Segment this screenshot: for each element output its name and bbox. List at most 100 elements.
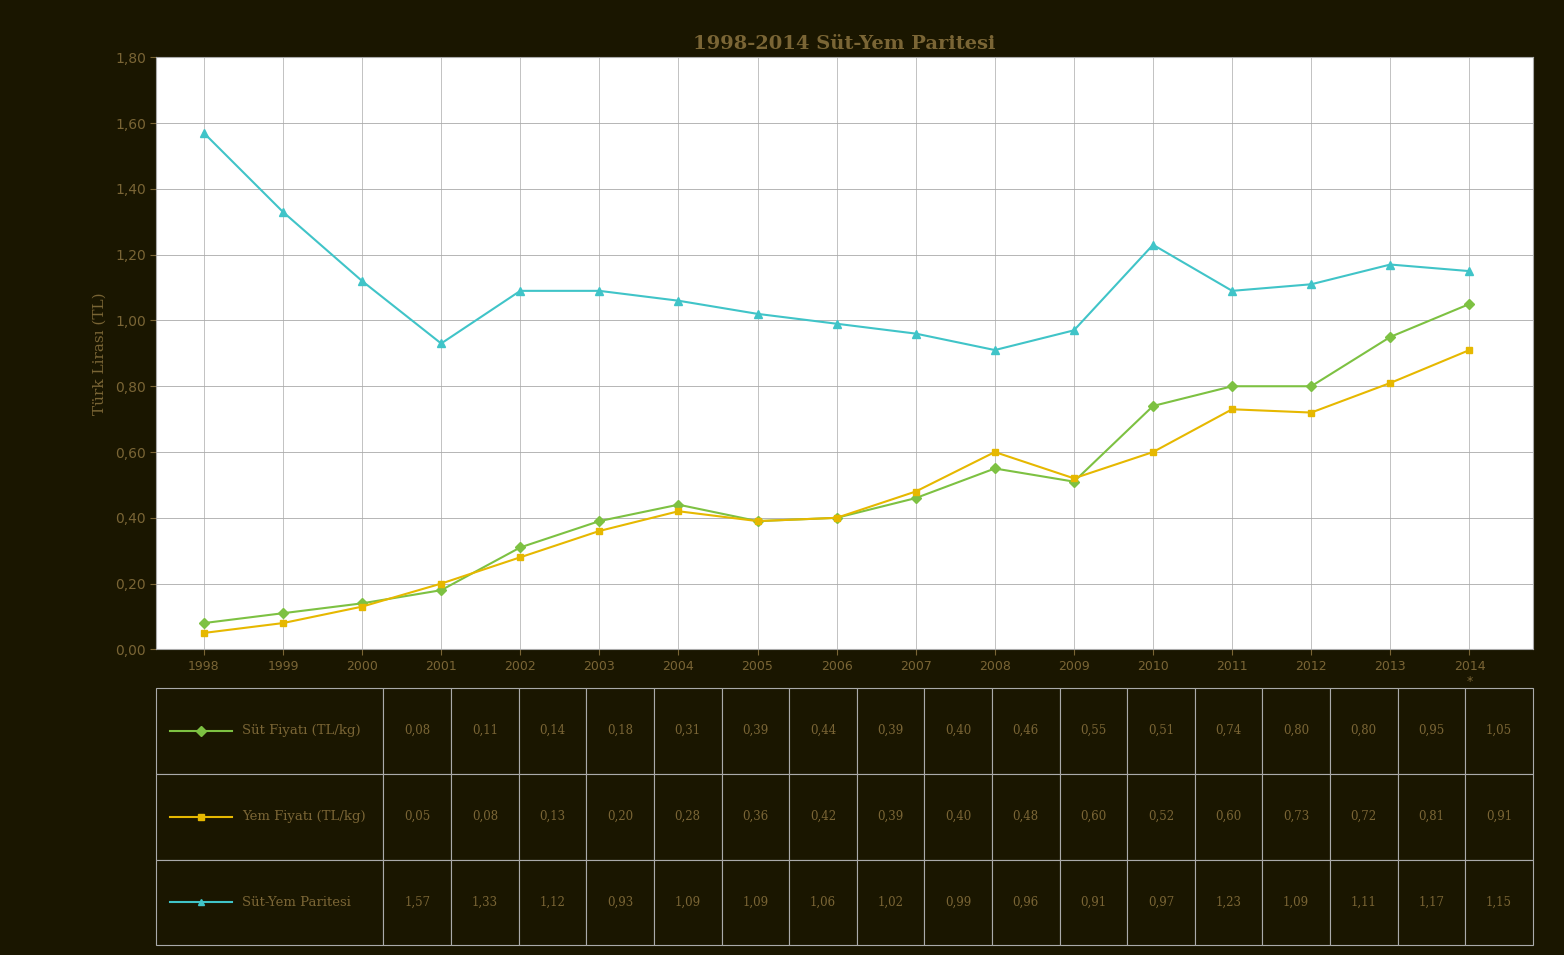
Bar — [924, 774, 992, 860]
Bar — [790, 774, 857, 860]
Text: 0,46: 0,46 — [1012, 724, 1038, 737]
Bar — [857, 774, 924, 860]
Bar — [924, 688, 992, 774]
Bar — [1128, 688, 1195, 774]
Bar — [790, 860, 857, 945]
Text: 0,05: 0,05 — [404, 810, 430, 823]
Bar — [857, 860, 924, 945]
Text: 0,91: 0,91 — [1486, 810, 1512, 823]
Text: 0,91: 0,91 — [1081, 896, 1106, 909]
Bar — [1059, 688, 1128, 774]
Bar — [383, 860, 450, 945]
Text: 1,17: 1,17 — [1419, 896, 1444, 909]
Text: Süt Fiyatı (TL/kg): Süt Fiyatı (TL/kg) — [242, 724, 360, 737]
Text: 1,09: 1,09 — [1282, 896, 1309, 909]
Bar — [519, 774, 586, 860]
Bar — [519, 860, 586, 945]
Bar — [790, 688, 857, 774]
Text: 1,06: 1,06 — [810, 896, 837, 909]
Text: 1,09: 1,09 — [743, 896, 768, 909]
Text: 0,74: 0,74 — [1215, 724, 1242, 737]
Bar — [1128, 774, 1195, 860]
Bar — [1059, 860, 1128, 945]
Bar — [1329, 860, 1398, 945]
Text: 1,33: 1,33 — [472, 896, 497, 909]
Text: 0,44: 0,44 — [810, 724, 837, 737]
Text: 0,60: 0,60 — [1081, 810, 1106, 823]
Text: Yem Fiyatı (TL/kg): Yem Fiyatı (TL/kg) — [242, 810, 366, 823]
Bar — [1195, 688, 1262, 774]
Text: 0,93: 0,93 — [607, 896, 633, 909]
Bar — [1195, 774, 1262, 860]
Text: 0,96: 0,96 — [1012, 896, 1038, 909]
Bar — [1465, 688, 1533, 774]
Text: 0,42: 0,42 — [810, 810, 837, 823]
Text: 0,18: 0,18 — [607, 724, 633, 737]
Text: 0,40: 0,40 — [945, 724, 971, 737]
Text: 0,55: 0,55 — [1081, 724, 1106, 737]
Text: 0,48: 0,48 — [1012, 810, 1038, 823]
Bar — [1329, 688, 1398, 774]
Text: 0,28: 0,28 — [674, 810, 701, 823]
Bar — [1329, 774, 1398, 860]
Text: 1,12: 1,12 — [540, 896, 566, 909]
Bar — [1465, 774, 1533, 860]
Bar — [992, 774, 1059, 860]
Bar — [1262, 860, 1329, 945]
Bar — [383, 688, 450, 774]
Bar — [924, 860, 992, 945]
Y-axis label: Türk Lirası (TL): Türk Lirası (TL) — [92, 292, 106, 414]
Text: 0,51: 0,51 — [1148, 724, 1175, 737]
Bar — [383, 774, 450, 860]
Bar — [1398, 860, 1465, 945]
Text: Süt-Yem Paritesi: Süt-Yem Paritesi — [242, 896, 350, 909]
Text: 1,23: 1,23 — [1215, 896, 1242, 909]
Text: 0,97: 0,97 — [1148, 896, 1175, 909]
Text: 0,08: 0,08 — [472, 810, 497, 823]
Text: 0,99: 0,99 — [945, 896, 971, 909]
Bar — [992, 860, 1059, 945]
Bar — [1398, 688, 1465, 774]
Text: 0,08: 0,08 — [404, 724, 430, 737]
Text: 0,11: 0,11 — [472, 724, 497, 737]
Bar — [450, 860, 519, 945]
Bar — [156, 774, 383, 860]
Text: 0,60: 0,60 — [1215, 810, 1242, 823]
Text: 1,15: 1,15 — [1486, 896, 1512, 909]
Text: 0,39: 0,39 — [743, 724, 768, 737]
Bar — [156, 688, 383, 774]
Bar — [992, 688, 1059, 774]
Bar — [586, 860, 654, 945]
Bar — [857, 688, 924, 774]
Bar — [1262, 688, 1329, 774]
Text: 0,81: 0,81 — [1419, 810, 1444, 823]
Text: 0,72: 0,72 — [1351, 810, 1376, 823]
Text: 0,14: 0,14 — [540, 724, 566, 737]
Bar — [1465, 860, 1533, 945]
Text: 1,11: 1,11 — [1351, 896, 1376, 909]
Bar — [1195, 860, 1262, 945]
Text: 0,39: 0,39 — [877, 724, 904, 737]
Bar — [721, 688, 790, 774]
Text: 0,95: 0,95 — [1419, 724, 1445, 737]
Text: 0,36: 0,36 — [743, 810, 768, 823]
Bar — [450, 688, 519, 774]
Bar — [586, 774, 654, 860]
Text: 0,52: 0,52 — [1148, 810, 1175, 823]
Bar — [654, 774, 721, 860]
Bar — [1059, 774, 1128, 860]
Bar — [721, 860, 790, 945]
Text: 0,20: 0,20 — [607, 810, 633, 823]
Bar — [1398, 774, 1465, 860]
Text: 0,73: 0,73 — [1282, 810, 1309, 823]
Text: 0,80: 0,80 — [1351, 724, 1376, 737]
Bar — [654, 688, 721, 774]
Text: 0,40: 0,40 — [945, 810, 971, 823]
Text: 0,39: 0,39 — [877, 810, 904, 823]
Bar — [586, 688, 654, 774]
Text: 1,57: 1,57 — [404, 896, 430, 909]
Bar — [1262, 774, 1329, 860]
Title: 1998-2014 Süt-Yem Paritesi: 1998-2014 Süt-Yem Paritesi — [693, 35, 996, 53]
Text: 1,05: 1,05 — [1486, 724, 1512, 737]
Text: 0,31: 0,31 — [674, 724, 701, 737]
